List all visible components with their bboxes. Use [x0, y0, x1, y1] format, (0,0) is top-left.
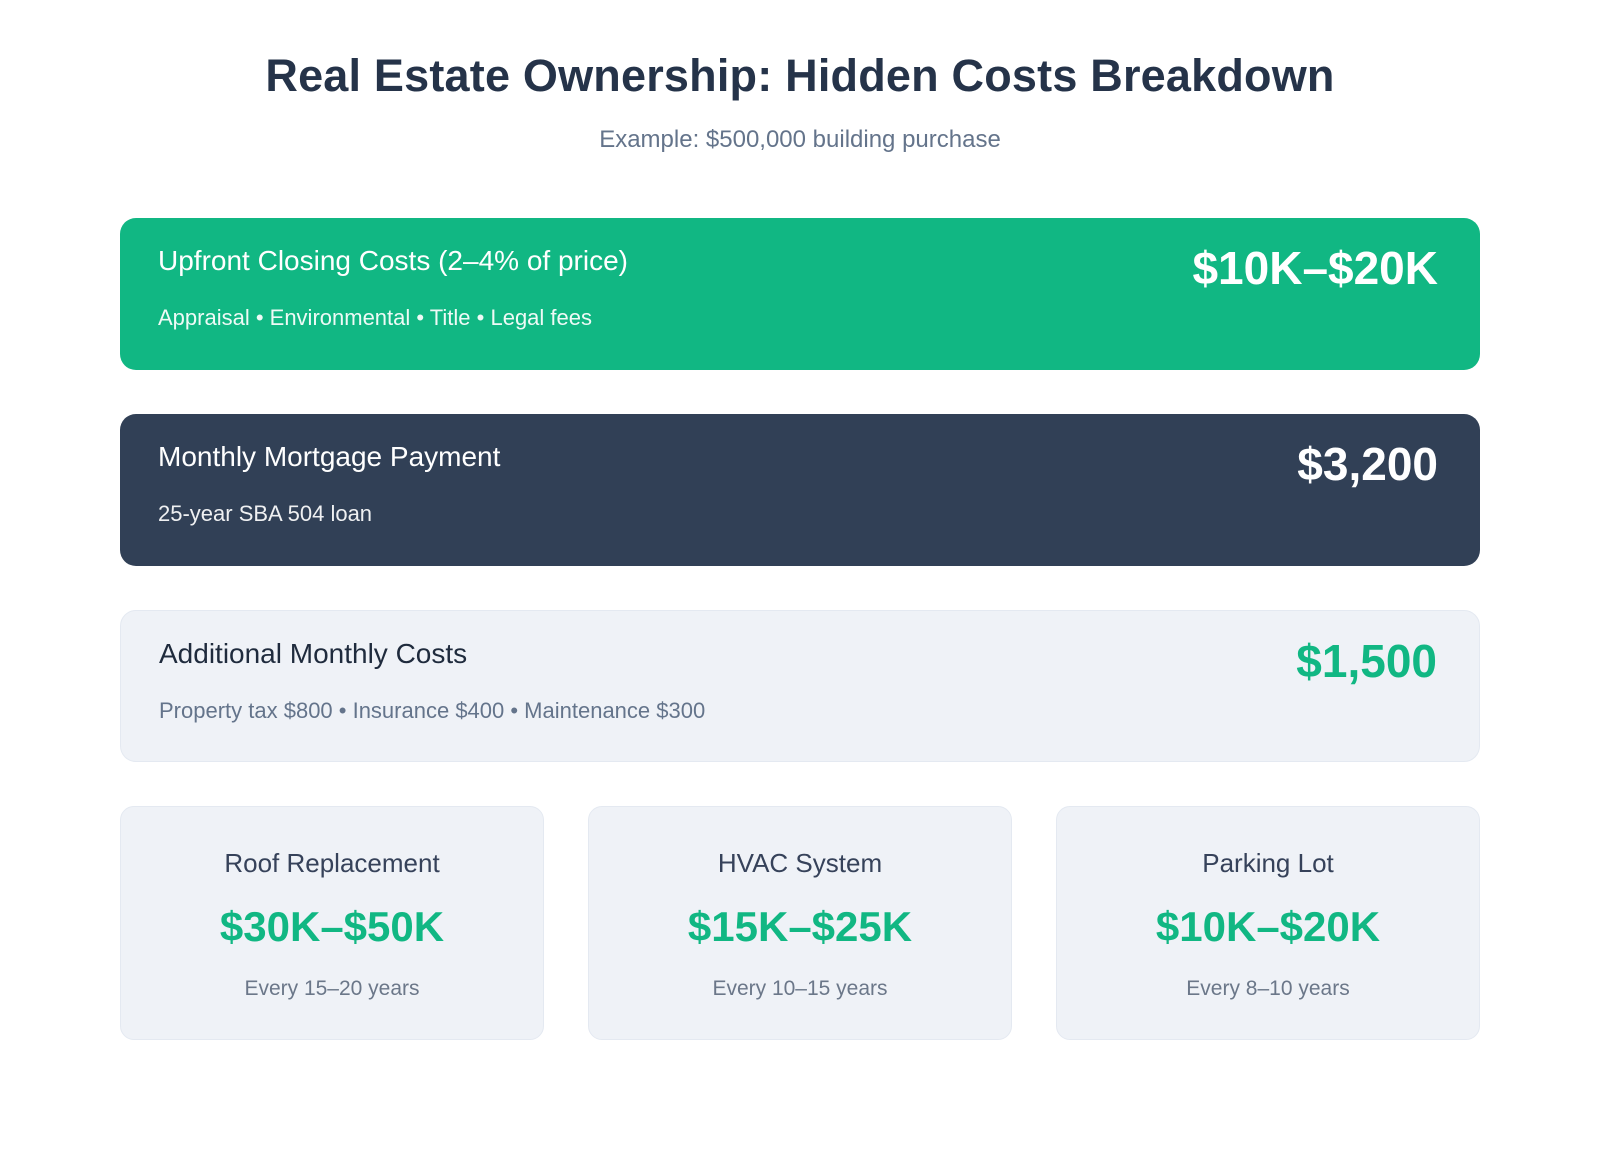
card-value: $30K–$50K — [219, 902, 445, 950]
row-text-block: Additional Monthly Costs Property tax $8… — [159, 637, 705, 724]
row-title: Monthly Mortgage Payment — [158, 441, 501, 472]
row-detail: 25-year SBA 504 loan — [158, 500, 373, 526]
card-value: $10K–$20K — [1155, 902, 1381, 950]
card-title: Roof Replacement — [224, 847, 440, 878]
row-detail: Appraisal • Environmental • Title • Lega… — [158, 304, 592, 330]
infographic-page: Real Estate Ownership: Hidden Costs Brea… — [120, 0, 1480, 1040]
row-value: $1,500 — [1296, 635, 1437, 687]
row-value: $10K–$20K — [1192, 242, 1438, 294]
additional-monthly-costs-row: Additional Monthly Costs Property tax $8… — [120, 610, 1480, 762]
card-title: Parking Lot — [1202, 847, 1334, 878]
capital-expense-cards: Roof Replacement $30K–$50K Every 15–20 y… — [120, 806, 1480, 1040]
parking-lot-card: Parking Lot $10K–$20K Every 8–10 years — [1056, 806, 1480, 1040]
row-detail: Property tax $800 • Insurance $400 • Mai… — [159, 697, 706, 723]
row-title: Upfront Closing Costs (2–4% of price) — [158, 245, 628, 276]
cost-rows: Upfront Closing Costs (2–4% of price) Ap… — [120, 218, 1480, 762]
upfront-closing-costs-row: Upfront Closing Costs (2–4% of price) Ap… — [120, 218, 1480, 370]
hvac-system-card: HVAC System $15K–$25K Every 10–15 years — [588, 806, 1012, 1040]
card-title: HVAC System — [717, 847, 883, 878]
card-frequency: Every 10–15 years — [712, 976, 888, 1000]
row-title: Additional Monthly Costs — [159, 638, 468, 669]
card-frequency: Every 8–10 years — [1186, 976, 1350, 1000]
row-text-block: Monthly Mortgage Payment 25-year SBA 504… — [158, 440, 500, 527]
page-title: Real Estate Ownership: Hidden Costs Brea… — [265, 50, 1335, 101]
card-frequency: Every 15–20 years — [244, 976, 420, 1000]
row-text-block: Upfront Closing Costs (2–4% of price) Ap… — [158, 244, 628, 331]
roof-replacement-card: Roof Replacement $30K–$50K Every 15–20 y… — [120, 806, 544, 1040]
page-subtitle: Example: $500,000 building purchase — [599, 126, 1001, 153]
monthly-mortgage-row: Monthly Mortgage Payment 25-year SBA 504… — [120, 414, 1480, 566]
card-value: $15K–$25K — [687, 902, 913, 950]
row-value: $3,200 — [1297, 438, 1438, 490]
